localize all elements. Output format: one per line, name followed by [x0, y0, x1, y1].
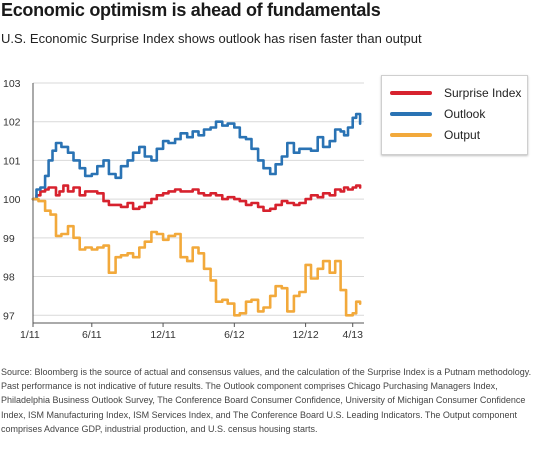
chart-title: Economic optimism is ahead of fundamenta…	[1, 0, 381, 20]
line-chart: 97 98 99 100 101 102 103 1/11 6/11 12/11 6/12 12/12…	[3, 78, 364, 341]
x-tick-label: 12/11	[150, 329, 176, 341]
source-note: Source: Bloomberg is the source of actua…	[1, 367, 532, 434]
series-lines	[31, 112, 362, 317]
series-line-output	[31, 197, 362, 317]
y-tick-label: 101	[3, 155, 21, 167]
x-tick-label: 6/11	[82, 329, 102, 341]
y-tick-label: 97	[3, 310, 15, 322]
legend-item-surprise-index: Surprise Index	[390, 86, 521, 100]
axes: 97 98 99 100 101 102 103 1/11 6/11 12/11 6/12 12/12…	[3, 78, 364, 341]
x-tick-label: 6/12	[224, 329, 245, 341]
y-tick-label: 98	[3, 272, 15, 284]
x-tick-label: 12/12	[292, 329, 318, 341]
legend-swatch-surprise-index	[390, 91, 432, 95]
x-tick-label: 1/11	[20, 329, 40, 341]
legend-swatch-output	[390, 133, 432, 137]
chart-subtitle: U.S. Economic Surprise Index shows outlo…	[1, 31, 422, 46]
legend-item-outlook: Outlook	[390, 107, 485, 121]
legend-label: Outlook	[444, 107, 486, 121]
legend-label: Surprise Index	[444, 86, 522, 100]
series-line-surprise-index	[31, 184, 362, 212]
legend-item-output: Output	[390, 128, 480, 142]
chart-legend: Surprise Index Outlook Output	[381, 75, 528, 155]
y-tick-label: 103	[3, 78, 21, 90]
y-tick-label: 102	[3, 117, 21, 129]
series-line-outlook	[31, 112, 362, 201]
gridlines	[33, 82, 364, 316]
legend-swatch-outlook	[390, 112, 432, 116]
y-tick-label: 99	[3, 233, 15, 245]
y-tick-label: 100	[3, 194, 21, 206]
x-tick-label: 4/13	[342, 329, 363, 341]
legend-label: Output	[444, 128, 481, 142]
